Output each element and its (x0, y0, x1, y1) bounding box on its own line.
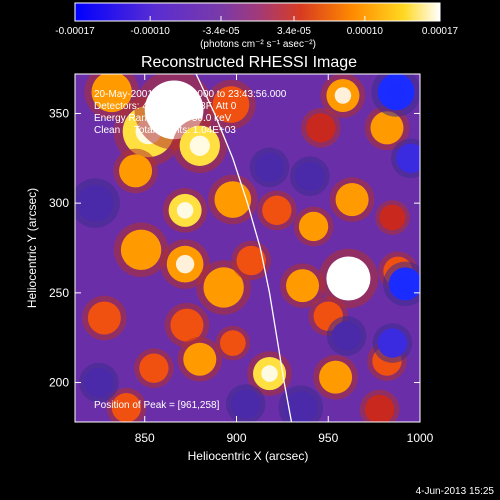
heatmap-blob (379, 204, 406, 231)
heatmap-blob (212, 86, 250, 123)
heatmap-blob (306, 113, 336, 143)
colorbar-tick-label: 0.00017 (422, 26, 459, 37)
heatmap-blob (262, 195, 292, 226)
heatmap-blob (319, 360, 353, 394)
heatmap-blob-core (189, 135, 210, 156)
peak-position-label: Position of Peak = [961,258] (94, 400, 220, 411)
heatmap-blob-core (386, 82, 406, 102)
y-tick-label: 350 (49, 106, 69, 120)
heatmap-blob (119, 154, 153, 188)
annotation-detectors: Detectors: 4F 5F 6F 7F 8F, Att 0 (94, 101, 237, 112)
heatmap-blob (284, 391, 318, 422)
heatmap-blob (120, 229, 162, 270)
y-tick-label: 200 (49, 376, 69, 390)
heatmap-blob (331, 321, 362, 351)
heatmap-blob (396, 143, 420, 173)
heatmap-blob (298, 211, 329, 242)
annotation-energy-range: Energy Range: 25.0 - 50.0 keV (94, 113, 232, 124)
annotation-counts: Clean Total counts: 1.04E+03 (94, 125, 236, 136)
heatmap-blob (286, 269, 320, 303)
colorbar-tick-label: 0.00010 (347, 26, 384, 37)
heatmap-blob (91, 74, 132, 113)
x-tick-label: 1000 (407, 431, 434, 445)
heatmap-blob-core (176, 202, 194, 219)
heatmap-blob (139, 353, 169, 383)
colorbar-gradient (74, 2, 441, 22)
heatmap-blob (370, 111, 404, 145)
heatmap-blob (84, 367, 114, 398)
heatmap-blob (214, 181, 252, 218)
plot-frame (74, 73, 421, 423)
heatmap-blob-core (334, 87, 352, 104)
colorbar-unit-label: (photons cm⁻² s⁻¹ asec⁻²) (200, 39, 316, 50)
annotation-time-range: 20-May-2001 23:42:24.000 to 23:43:56.000 (94, 89, 287, 100)
colorbar-tick-label: 3.4e-05 (277, 26, 311, 37)
x-tick-label: 950 (318, 431, 338, 445)
heatmap-blob (364, 394, 395, 422)
heatmap-blob (254, 152, 285, 182)
heatmap-image (75, 74, 420, 422)
heatmap-blob (219, 330, 246, 356)
heatmap-blob-core (261, 365, 278, 382)
x-axis-label: Heliocentric X (arcsec) (188, 449, 309, 463)
heatmap-blob (87, 301, 121, 335)
plot-area: 850 900 950 1000 200 250 300 350 20-May-2001 2… (49, 73, 434, 445)
y-tick-label: 300 (49, 196, 69, 210)
colorbar: -0.00017 -0.00010 -3.4e-05 3.4e-05 0.00010 0.… (55, 2, 459, 50)
heatmap-blob (236, 245, 266, 276)
heatmap-blob (377, 328, 408, 358)
limb-curve (195, 74, 293, 422)
x-tick-label: 900 (226, 431, 246, 445)
x-axis-ticks: 850 900 950 1000 (135, 74, 434, 445)
y-axis-ticks: 200 250 300 350 (49, 106, 420, 390)
colorbar-tick-label: -0.00017 (55, 26, 95, 37)
heatmap-blob (111, 392, 142, 422)
heatmap-blob (183, 342, 217, 376)
colorbar-tick-label: -3.4e-05 (202, 26, 240, 37)
heatmap-blob-core (397, 275, 414, 293)
y-tick-label: 250 (49, 286, 69, 300)
colorbar-ticks: -0.00017 -0.00010 -3.4e-05 3.4e-05 0.00010 0.… (55, 16, 459, 37)
footer-date: 4-Jun-2013 15:25 (416, 486, 495, 497)
heatmap-blob (335, 183, 369, 217)
heatmap-blob (230, 389, 261, 419)
heatmap-blob (76, 184, 114, 222)
y-axis-label: Heliocentric Y (arcsec) (25, 188, 39, 308)
solar-limb (195, 74, 293, 422)
heatmap-blob-core (337, 267, 360, 290)
heatmap-blob (295, 161, 325, 191)
heatmap-blob-core (159, 95, 189, 125)
heatmap-blob-core (175, 254, 195, 274)
colorbar-tick-label: -0.00010 (130, 26, 170, 37)
heatmap-blob (170, 308, 204, 342)
chart-title: Reconstructed RHESSI Image (141, 54, 357, 71)
heatmap-blob (203, 267, 244, 308)
x-tick-label: 850 (135, 431, 155, 445)
